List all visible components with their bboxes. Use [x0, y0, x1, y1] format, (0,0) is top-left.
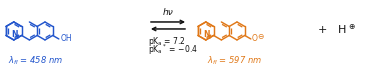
Text: pK$_\mathregular{a}$$^*$ = $-$0.4: pK$_\mathregular{a}$$^*$ = $-$0.4	[148, 42, 198, 57]
Text: $\lambda_{\mathregular{fl}}$ = 597 nm: $\lambda_{\mathregular{fl}}$ = 597 nm	[207, 55, 262, 67]
Text: ⊕: ⊕	[207, 35, 212, 40]
Text: ⊖: ⊖	[257, 32, 264, 41]
Text: ⊕: ⊕	[348, 22, 355, 31]
Text: O: O	[252, 34, 258, 43]
Text: hν: hν	[163, 8, 174, 17]
Text: ⊕: ⊕	[15, 35, 20, 40]
Text: N: N	[203, 30, 210, 39]
Text: pK$_\mathregular{a}$ = 7.2: pK$_\mathregular{a}$ = 7.2	[148, 35, 186, 48]
Text: H: H	[338, 25, 346, 35]
Text: N: N	[12, 30, 18, 39]
Text: +: +	[317, 25, 327, 35]
Text: OH: OH	[60, 34, 72, 43]
Text: $\lambda_{\mathregular{fl}}$ = 458 nm: $\lambda_{\mathregular{fl}}$ = 458 nm	[8, 55, 63, 67]
